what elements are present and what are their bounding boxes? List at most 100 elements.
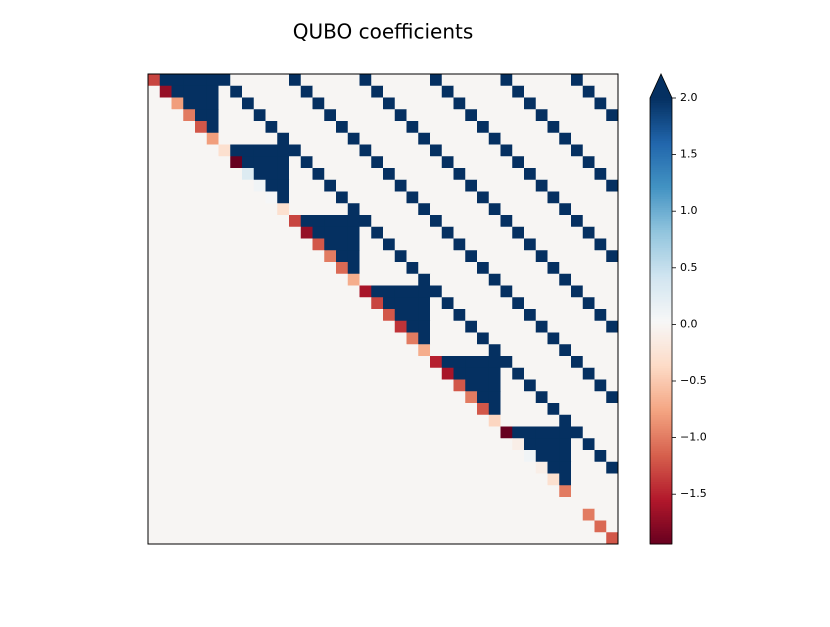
colorbar-segment: [650, 370, 672, 373]
heatmap-cell: [171, 450, 184, 463]
heatmap-cell: [559, 132, 572, 145]
heatmap-cell: [218, 262, 231, 275]
heatmap-cell: [524, 532, 537, 545]
heatmap-cell: [512, 320, 525, 333]
heatmap-cell: [371, 309, 384, 322]
heatmap-cell: [195, 179, 208, 192]
heatmap-cell: [606, 121, 619, 134]
heatmap-cell: [406, 379, 419, 392]
colorbar-segment: [650, 486, 672, 489]
heatmap-cell: [606, 344, 619, 357]
heatmap-cell: [242, 414, 255, 427]
heatmap-cell: [606, 109, 619, 122]
heatmap-cell: [253, 121, 266, 134]
heatmap-cell: [183, 144, 196, 157]
heatmap-cell: [559, 156, 572, 169]
heatmap-cell: [477, 179, 490, 192]
colorbar-segment: [650, 231, 672, 235]
heatmap-cell: [148, 215, 161, 228]
heatmap-cell: [242, 450, 255, 463]
colorbar-segment: [650, 419, 672, 422]
heatmap-cell: [500, 414, 513, 427]
heatmap-cell: [183, 273, 196, 286]
heatmap-cell: [347, 508, 360, 521]
heatmap-cell: [336, 497, 349, 510]
heatmap-cell: [559, 191, 572, 204]
heatmap-cell: [582, 450, 595, 463]
heatmap-cell: [559, 438, 572, 451]
heatmap-cell: [347, 520, 360, 533]
heatmap-cell: [488, 285, 501, 298]
heatmap-cell: [535, 356, 548, 369]
heatmap-cell: [195, 262, 208, 275]
heatmap-cell: [606, 403, 619, 416]
heatmap-cell: [195, 85, 208, 98]
heatmap-cell: [312, 532, 325, 545]
colorbar-segment: [650, 220, 672, 224]
heatmap-cell: [606, 379, 619, 392]
heatmap-cell: [394, 285, 407, 298]
colorbar-segment: [650, 216, 672, 219]
heatmap-cell: [359, 203, 372, 216]
colorbar-segment: [650, 414, 672, 418]
heatmap-cell: [277, 168, 290, 181]
heatmap-cell: [242, 332, 255, 345]
heatmap-cell: [571, 97, 584, 110]
heatmap-cell: [324, 203, 337, 216]
colorbar-segment: [650, 434, 672, 438]
heatmap-cell: [524, 179, 537, 192]
heatmap-cell: [488, 520, 501, 533]
heatmap-cell: [524, 508, 537, 521]
heatmap-cell: [300, 74, 313, 87]
heatmap-cell: [594, 485, 607, 498]
heatmap-cell: [488, 344, 501, 357]
heatmap-cell: [242, 497, 255, 510]
heatmap-cell: [488, 461, 501, 474]
heatmap-cell: [336, 379, 349, 392]
heatmap-cell: [265, 532, 278, 545]
heatmap-cell: [253, 85, 266, 98]
heatmap-cell: [253, 391, 266, 404]
heatmap-cell: [218, 461, 231, 474]
heatmap-cell: [277, 461, 290, 474]
heatmap-cell: [453, 450, 466, 463]
heatmap-cell: [183, 191, 196, 204]
heatmap-cell: [347, 461, 360, 474]
heatmap-cell: [359, 356, 372, 369]
heatmap-cell: [606, 473, 619, 486]
heatmap-cell: [324, 179, 337, 192]
heatmap-cell: [171, 85, 184, 98]
heatmap-cell: [418, 344, 431, 357]
heatmap-cell: [265, 508, 278, 521]
heatmap-cell: [300, 414, 313, 427]
heatmap-cell: [465, 473, 478, 486]
heatmap-cell: [148, 132, 161, 145]
heatmap-cell: [418, 438, 431, 451]
colorbar-segment: [650, 245, 672, 248]
heatmap-cell: [535, 285, 548, 298]
heatmap-cell: [547, 156, 560, 169]
heatmap-cell: [606, 485, 619, 498]
heatmap-cell: [453, 320, 466, 333]
heatmap-cell: [324, 191, 337, 204]
heatmap-cell: [465, 97, 478, 110]
heatmap-cell: [242, 285, 255, 298]
colorbar-segment: [650, 436, 672, 440]
heatmap-cell: [394, 508, 407, 521]
colorbar-segment: [650, 274, 672, 277]
heatmap-cell: [594, 297, 607, 310]
heatmap-cell: [582, 285, 595, 298]
heatmap-cell: [336, 85, 349, 98]
heatmap-cell: [524, 332, 537, 345]
heatmap-cell: [253, 414, 266, 427]
heatmap-cell: [383, 273, 396, 286]
heatmap-cell: [371, 85, 384, 98]
heatmap-cell: [371, 356, 384, 369]
heatmap-cell: [206, 97, 219, 110]
heatmap-cell: [218, 191, 231, 204]
colorbar-segment: [650, 289, 672, 293]
heatmap-cell: [418, 497, 431, 510]
heatmap-cell: [336, 121, 349, 134]
heatmap-cell: [218, 273, 231, 286]
heatmap-cell: [312, 74, 325, 87]
